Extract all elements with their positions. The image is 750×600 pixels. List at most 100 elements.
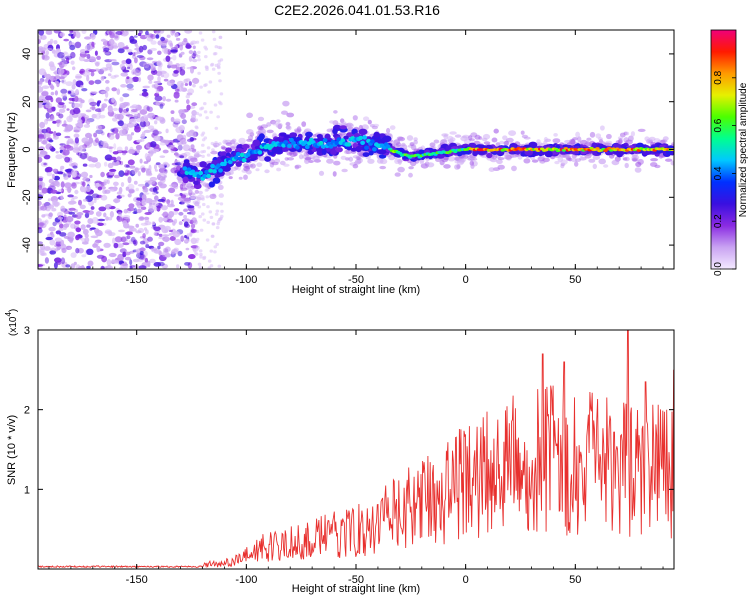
track-mark <box>375 138 385 143</box>
noise-mark <box>192 45 196 50</box>
halo-mark <box>504 154 512 160</box>
noise-mark <box>203 45 207 49</box>
halo-mark <box>650 162 658 167</box>
noise-mark <box>211 30 216 34</box>
noise-mark <box>126 231 133 236</box>
noise-mark <box>117 42 125 49</box>
noise-mark <box>214 212 219 216</box>
track-mark <box>264 156 272 162</box>
track-mark <box>252 139 260 147</box>
noise-mark <box>186 233 190 238</box>
noise-mark <box>53 175 60 181</box>
noise-mark <box>41 54 45 60</box>
noise-mark <box>60 181 65 188</box>
noise-mark <box>217 59 222 63</box>
noise-mark <box>61 93 67 98</box>
core-mark <box>334 140 340 146</box>
noise-mark <box>158 167 167 174</box>
halo-mark <box>308 160 314 163</box>
halo-mark <box>363 116 370 121</box>
noise-mark <box>132 76 140 83</box>
noise-mark <box>73 126 81 133</box>
core-mark <box>328 144 334 149</box>
noise-mark <box>142 44 148 51</box>
noise-mark <box>54 80 58 84</box>
halo-mark <box>491 137 498 143</box>
noise-mark <box>143 64 151 71</box>
noise-mark <box>141 199 147 206</box>
noise-mark <box>121 150 128 154</box>
noise-mark <box>105 79 110 84</box>
noise-mark <box>105 216 109 221</box>
noise-mark <box>81 88 88 92</box>
noise-mark <box>181 200 185 205</box>
halo-mark <box>339 131 346 136</box>
noise-mark <box>186 99 190 105</box>
noise-mark <box>70 60 75 65</box>
noise-mark <box>179 63 186 68</box>
halo-mark <box>483 141 491 145</box>
halo-mark <box>318 170 325 176</box>
halo-mark <box>386 127 391 134</box>
halo-mark <box>611 159 620 166</box>
noise-mark <box>126 107 129 112</box>
noise-mark <box>60 239 65 247</box>
noise-mark <box>129 259 133 266</box>
noise-mark <box>137 183 146 187</box>
noise-mark <box>81 30 87 34</box>
noise-mark <box>153 231 157 236</box>
noise-mark <box>149 258 156 264</box>
noise-mark <box>141 167 146 173</box>
noise-mark <box>145 120 149 127</box>
noise-mark <box>138 265 147 269</box>
noise-mark <box>200 38 205 42</box>
noise-mark <box>57 67 65 75</box>
noise-mark <box>183 221 189 227</box>
halo-mark <box>396 136 404 141</box>
noise-mark <box>72 107 81 115</box>
noise-mark <box>112 151 119 155</box>
noise-mark <box>63 176 69 180</box>
halo-mark <box>553 133 558 137</box>
noise-mark <box>48 139 54 143</box>
core-mark <box>306 141 312 146</box>
colorbar-tick-label: 0.4 <box>713 166 724 180</box>
halo-mark <box>367 119 372 125</box>
noise-mark <box>59 76 65 80</box>
noise-mark <box>108 59 117 62</box>
y-tick-label: 40 <box>21 48 33 60</box>
spectrogram-x-axis-label: Height of straight line (km) <box>292 284 420 296</box>
halo-mark <box>287 157 294 161</box>
noise-mark <box>118 229 125 233</box>
halo-mark <box>228 176 233 180</box>
noise-mark <box>190 254 195 259</box>
noise-mark <box>111 259 119 264</box>
noise-mark <box>110 75 117 79</box>
noise-mark <box>39 121 45 129</box>
noise-mark <box>104 52 111 55</box>
noise-mark <box>123 172 128 176</box>
noise-mark <box>69 30 74 33</box>
noise-mark <box>114 35 119 39</box>
noise-mark <box>133 180 138 185</box>
snr-frame <box>37 329 675 570</box>
noise-mark <box>109 132 115 136</box>
noise-mark <box>209 110 213 114</box>
noise-mark <box>117 253 124 261</box>
halo-mark <box>312 155 320 162</box>
noise-mark <box>125 58 132 65</box>
halo-mark <box>379 165 387 170</box>
noise-mark <box>198 31 203 35</box>
noise-mark <box>86 265 91 269</box>
halo-mark <box>499 140 505 145</box>
core-mark <box>202 174 208 179</box>
halo-mark <box>481 137 488 142</box>
noise-mark <box>191 210 196 216</box>
halo-mark <box>562 154 570 159</box>
noise-mark <box>113 143 117 150</box>
noise-mark <box>173 92 180 99</box>
noise-mark <box>126 83 134 89</box>
halo-mark <box>376 158 384 164</box>
noise-mark <box>48 212 53 217</box>
noise-mark <box>153 81 162 84</box>
